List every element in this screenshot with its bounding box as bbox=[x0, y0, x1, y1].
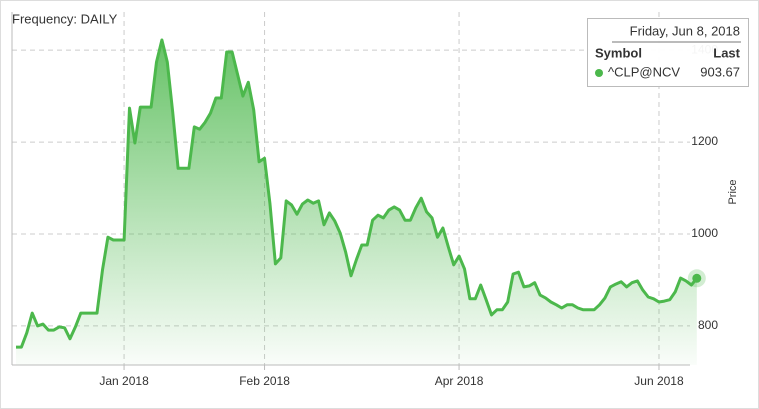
chart-title: Frequency: DAILY bbox=[12, 11, 118, 26]
tooltip-last: 903.67 bbox=[700, 64, 740, 79]
x-tick-label: Jan 2018 bbox=[99, 374, 149, 388]
x-tick-label: Apr 2018 bbox=[435, 374, 484, 388]
y-tick-label: 800 bbox=[698, 318, 718, 332]
y-tick-label: 1200 bbox=[691, 134, 718, 148]
tooltip-box bbox=[587, 18, 749, 87]
hover-point bbox=[692, 273, 702, 283]
area bbox=[16, 40, 697, 365]
tooltip: Friday, Jun 8, 2018 Symbol Last ^CLP@NCV… bbox=[587, 18, 749, 87]
tooltip-symbol: ^CLP@NCV bbox=[608, 64, 680, 79]
tooltip-legend-dot bbox=[595, 69, 603, 77]
x-tick-label: Jun 2018 bbox=[634, 374, 684, 388]
x-tick-label: Feb 2018 bbox=[239, 374, 290, 388]
y-tick-label: 1000 bbox=[691, 226, 718, 240]
tooltip-last-header: Last bbox=[713, 45, 740, 60]
tooltip-symbol-header: Symbol bbox=[595, 45, 642, 60]
y-axis-label: Price bbox=[727, 179, 739, 204]
tooltip-date: Friday, Jun 8, 2018 bbox=[630, 23, 740, 38]
line bbox=[16, 38, 698, 349]
